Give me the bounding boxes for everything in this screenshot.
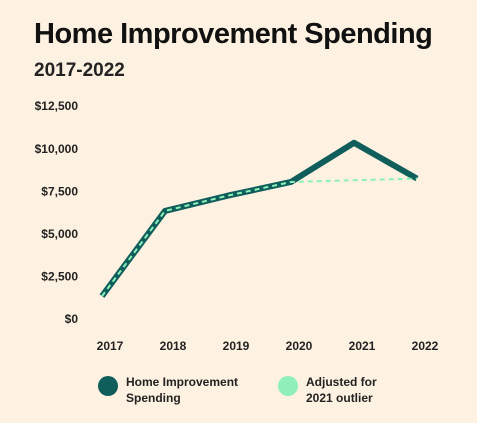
x-tick-label: 2017 xyxy=(97,339,124,353)
x-tick-label: 2021 xyxy=(349,339,376,353)
legend-label: Home Improvement Spending xyxy=(126,375,239,405)
legend-swatch xyxy=(98,376,118,396)
y-tick-label: $5,000 xyxy=(41,227,78,241)
x-tick-label: 2020 xyxy=(286,339,313,353)
legend-item: Home Improvement Spending xyxy=(98,374,256,406)
legend-swatch xyxy=(278,376,298,396)
chart-title: Home Improvement Spending xyxy=(34,18,433,50)
x-tick-label: 2018 xyxy=(160,339,187,353)
legend-label: Adjusted for 2021 outlier xyxy=(306,375,377,405)
x-tick-label: 2019 xyxy=(223,339,250,353)
legend-item: Adjusted for 2021 outlier xyxy=(278,374,406,406)
y-tick-label: $2,500 xyxy=(41,270,78,284)
x-tick-label: 2022 xyxy=(412,339,439,353)
y-tick-label: $7,500 xyxy=(41,184,78,198)
series-line xyxy=(101,177,418,297)
y-tick-label: $12,500 xyxy=(35,99,79,113)
y-tick-label: $0 xyxy=(65,312,79,326)
series-line xyxy=(99,139,419,298)
y-tick-label: $10,000 xyxy=(35,142,79,156)
chart-subtitle: 2017-2022 xyxy=(34,60,125,81)
